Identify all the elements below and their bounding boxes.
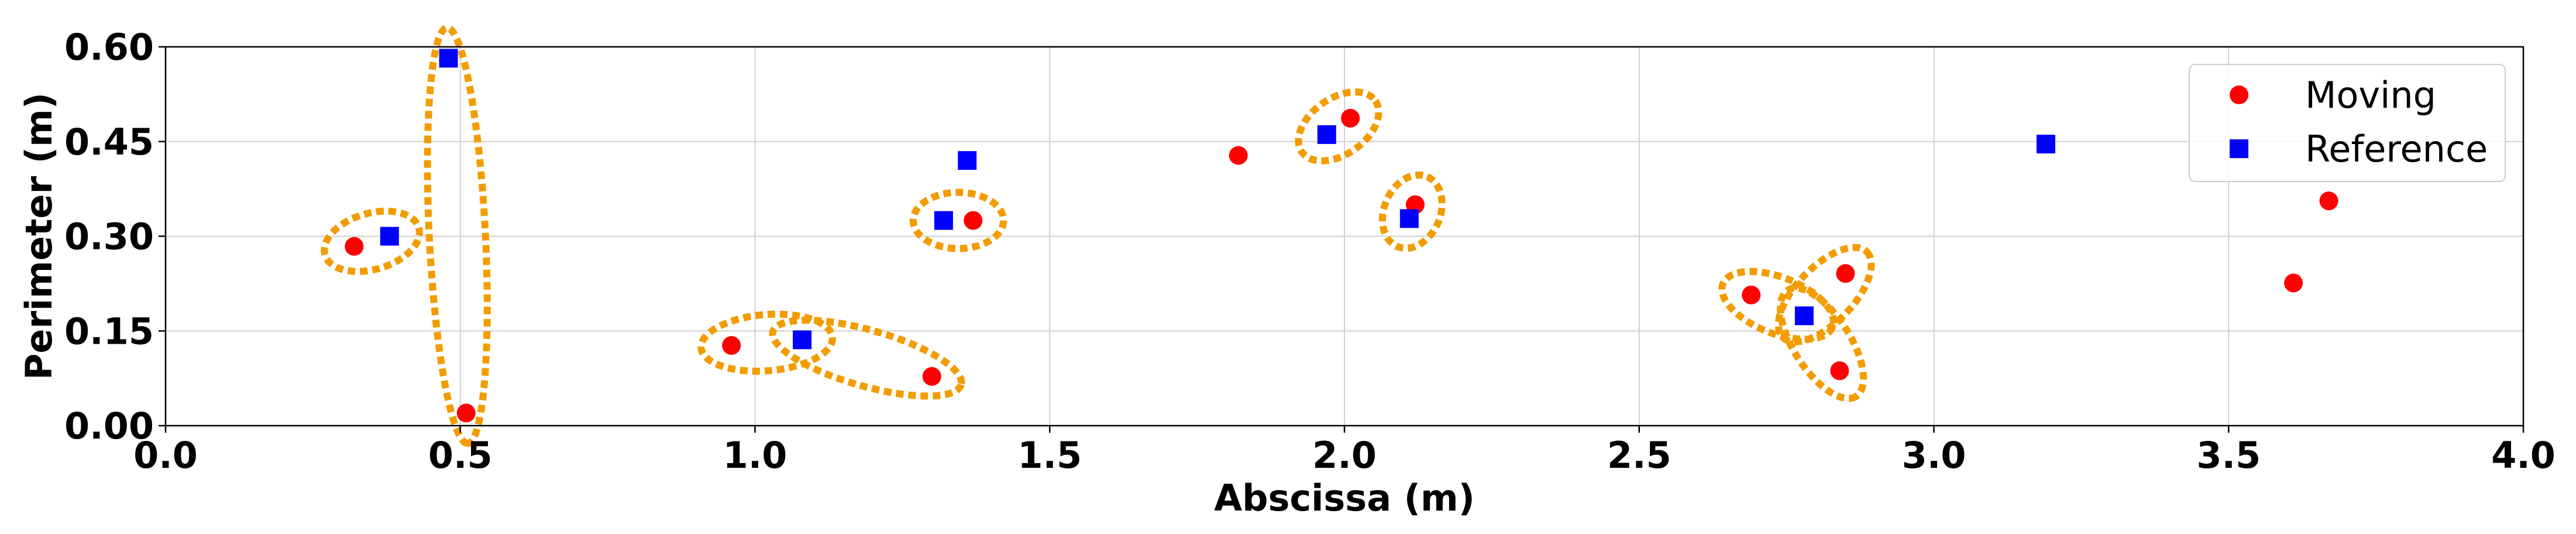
moving-point	[345, 237, 364, 256]
association-ellipses	[321, 24, 1875, 447]
moving-point	[922, 367, 941, 386]
association-ellipse	[909, 189, 1007, 252]
axis-ticks: 0.0 0.5 1.0 1.5 2.0 2.5 3.0 3.5 4.0 0.00 0.15 0.30 0…	[64, 26, 2556, 477]
legend-marker-moving	[2230, 85, 2248, 104]
y-tick-label: 0.00	[64, 405, 154, 447]
association-ellipse	[1777, 285, 1867, 402]
legend-marker-reference	[2230, 139, 2248, 158]
x-tick-label: 3.0	[1902, 434, 1966, 477]
x-tick-label: 1.5	[1017, 434, 1082, 477]
reference-point	[439, 49, 458, 68]
x-tick-label: 1.0	[723, 434, 787, 477]
x-tick-label: 4.0	[2491, 434, 2556, 477]
y-axis-label: Perimeter (m)	[18, 93, 60, 380]
y-tick-label: 0.15	[64, 310, 154, 352]
legend-box	[2189, 64, 2506, 182]
association-ellipse	[1774, 244, 1875, 345]
moving-point	[964, 211, 983, 230]
reference-point	[958, 151, 977, 170]
moving-point	[722, 336, 741, 355]
y-tick-label: 0.45	[64, 121, 154, 163]
legend-label: Reference	[2305, 128, 2488, 170]
reference-point	[1399, 209, 1419, 228]
association-ellipse	[1378, 171, 1446, 252]
x-tick-label: 2.0	[1312, 434, 1377, 477]
moving-point	[1830, 361, 1849, 381]
moving-point	[1742, 285, 1761, 304]
x-tick-label: 2.5	[1607, 434, 1672, 477]
moving-point	[2319, 191, 2338, 211]
x-tick-label: 0.5	[428, 434, 493, 477]
reference-point	[793, 330, 812, 350]
y-tick-label: 0.30	[64, 215, 154, 258]
moving-point	[1341, 108, 1360, 128]
x-tick-label: 0.0	[133, 434, 198, 477]
reference-point	[934, 211, 953, 230]
association-ellipse	[321, 207, 423, 275]
x-tick-label: 3.5	[2196, 434, 2261, 477]
data-points	[345, 49, 2338, 423]
reference-point	[1794, 306, 1814, 326]
association-ellipse	[697, 310, 836, 375]
moving-point	[2284, 273, 2303, 293]
y-tick-label: 0.60	[64, 26, 154, 69]
moving-point	[456, 403, 476, 423]
moving-point	[1229, 146, 1248, 165]
association-ellipse	[769, 316, 965, 400]
legend: Moving Reference	[2189, 64, 2506, 182]
reference-point	[2036, 135, 2055, 154]
reference-point	[1317, 125, 1336, 144]
legend-label: Moving	[2305, 74, 2436, 117]
reference-point	[380, 227, 399, 246]
moving-point	[1836, 264, 1855, 283]
association-ellipse	[424, 24, 491, 447]
x-axis-label: Abscissa (m)	[1214, 477, 1475, 519]
association-ellipse	[1295, 88, 1382, 165]
